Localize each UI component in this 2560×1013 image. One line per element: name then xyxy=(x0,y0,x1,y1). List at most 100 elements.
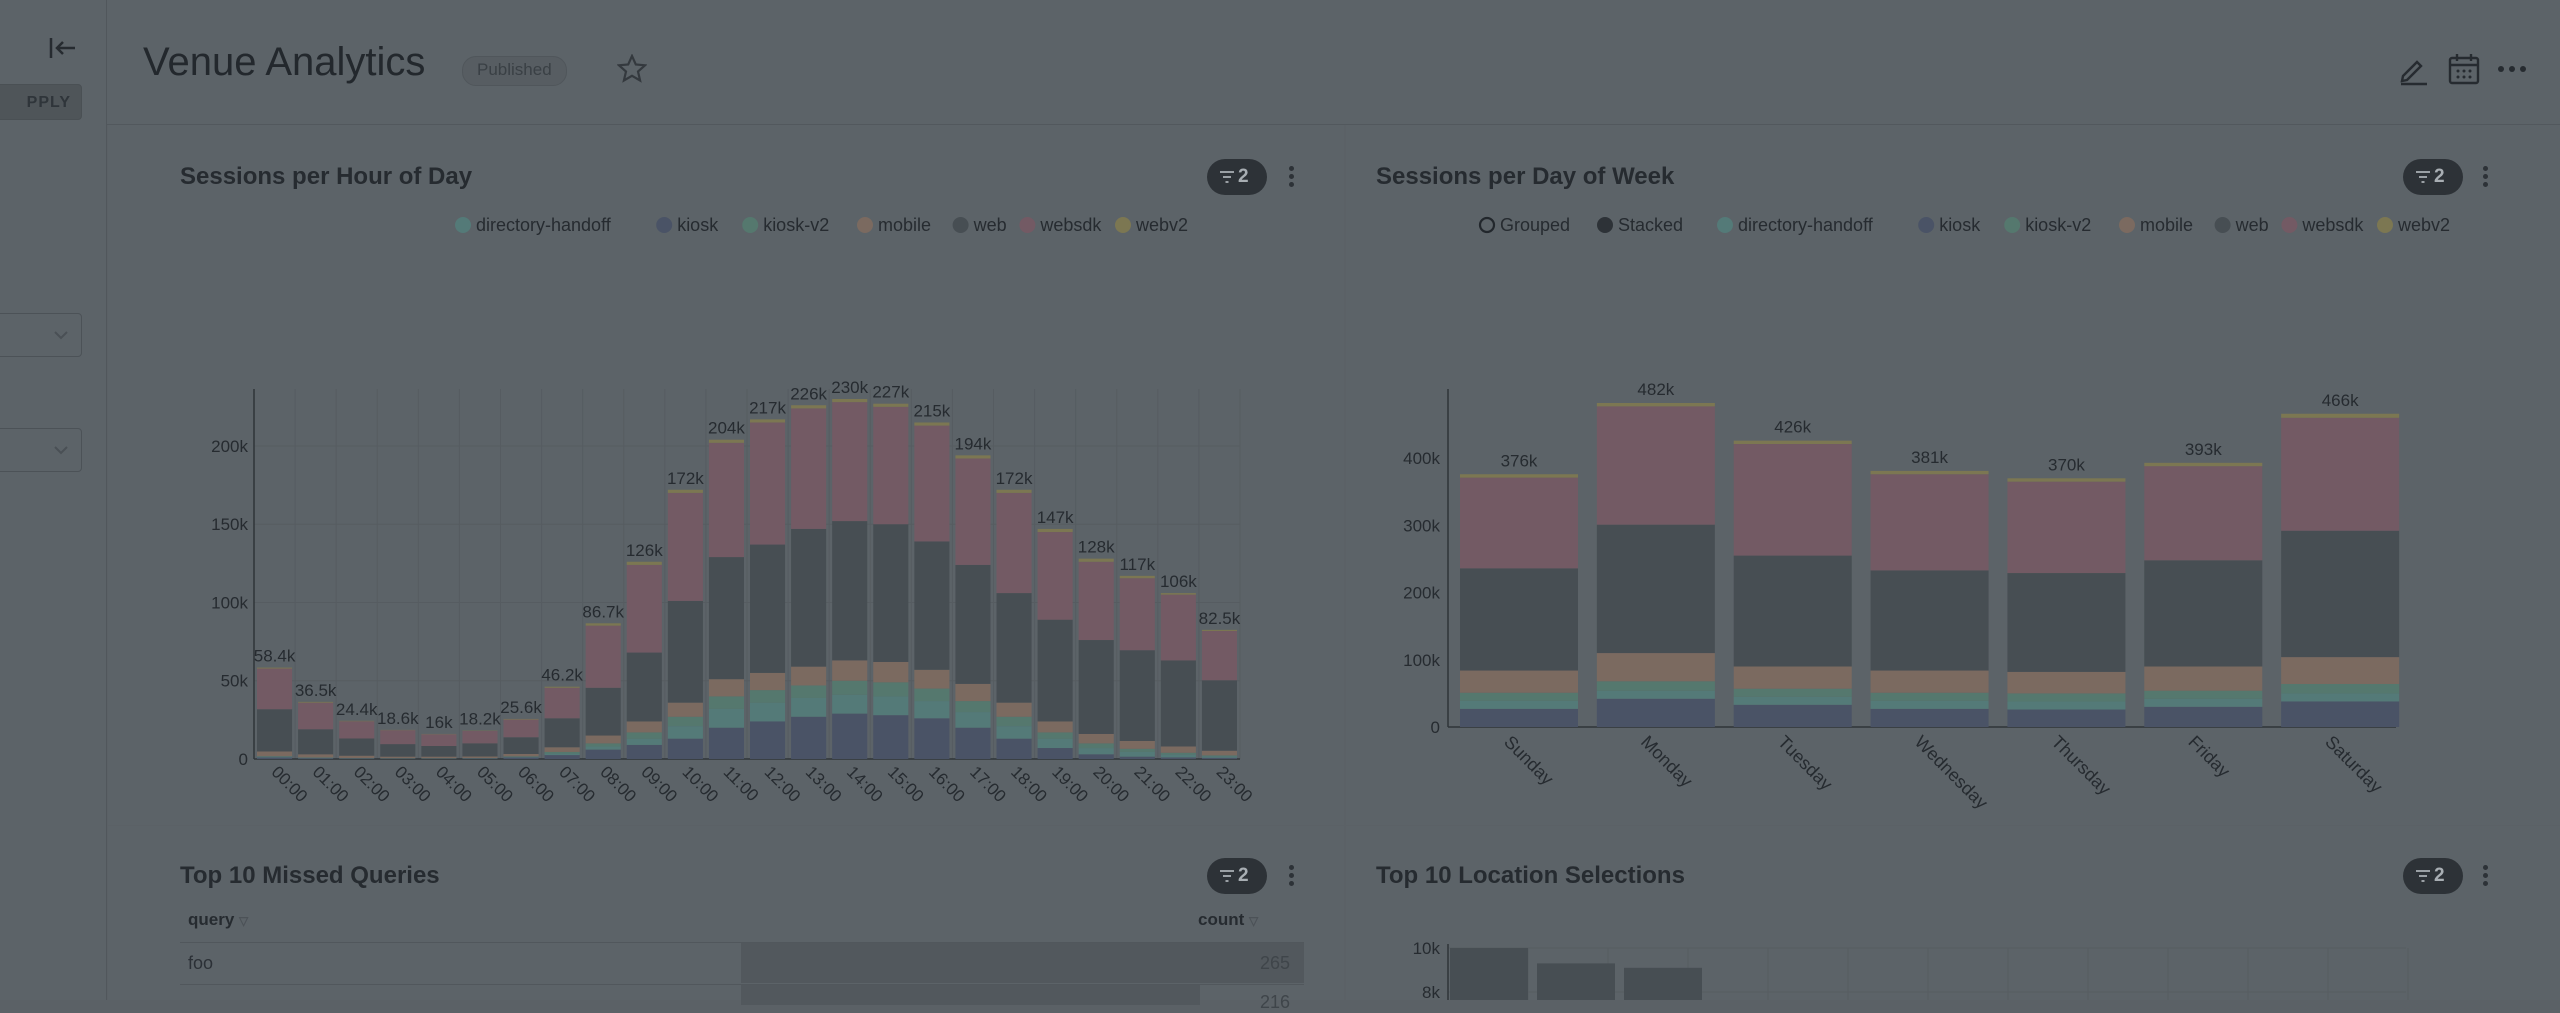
bar-segment-web[interactable] xyxy=(627,653,662,722)
bar-segment-mobile[interactable] xyxy=(709,679,744,696)
bar-segment-kiosk[interactable] xyxy=(750,721,785,759)
bar-segment-kiosk[interactable] xyxy=(2007,710,2125,727)
bar-segment-directory-handoff[interactable] xyxy=(1734,697,1852,705)
bar-segment-kiosk[interactable] xyxy=(545,755,580,759)
bar-segment-directory-handoff[interactable] xyxy=(955,712,990,728)
bar-segment-websdk[interactable] xyxy=(586,626,621,688)
bar-segment-websdk[interactable] xyxy=(1161,595,1196,661)
bar-segment-kiosk[interactable] xyxy=(709,728,744,759)
edit-icon[interactable] xyxy=(2397,52,2431,86)
bar-segment-mobile[interactable] xyxy=(997,703,1032,717)
bar-segment-mobile[interactable] xyxy=(1038,721,1073,732)
bar-segment-kiosk-v2[interactable] xyxy=(2281,684,2399,693)
bar-segment-websdk[interactable] xyxy=(380,730,415,744)
bar-segment-mobile[interactable] xyxy=(914,670,949,689)
bar-segment-directory-handoff[interactable] xyxy=(1202,756,1237,758)
bar-segment-kiosk-v2[interactable] xyxy=(586,743,621,746)
bar-segment-mobile[interactable] xyxy=(1734,667,1852,689)
bar-segment-mobile[interactable] xyxy=(1871,671,1989,693)
bar-segment-kiosk[interactable] xyxy=(298,758,333,759)
bar-segment-kiosk[interactable] xyxy=(1202,758,1237,759)
bar-segment-kiosk[interactable] xyxy=(2144,707,2262,727)
filter-count-badge[interactable]: 2 xyxy=(2403,858,2463,894)
bar-segment-webv2[interactable] xyxy=(586,623,621,625)
bar-segment-kiosk-v2[interactable] xyxy=(2144,691,2262,699)
bar-segment-directory-handoff[interactable] xyxy=(791,698,826,717)
legend-item-webv2[interactable]: webv2 xyxy=(2377,215,2450,235)
bar-segment-web[interactable] xyxy=(257,709,292,751)
bar-segment-directory-handoff[interactable] xyxy=(832,695,867,714)
bar-segment-webv2[interactable] xyxy=(709,440,744,443)
bar-segment-websdk[interactable] xyxy=(1120,578,1155,650)
bar-segment-mobile[interactable] xyxy=(1161,746,1196,752)
bar-segment-kiosk-v2[interactable] xyxy=(545,752,580,754)
bar-segment-webv2[interactable] xyxy=(504,719,539,720)
chart-menu-icon[interactable] xyxy=(1286,163,1296,191)
location-bar[interactable] xyxy=(1450,948,1528,1000)
bar-segment-kiosk-v2[interactable] xyxy=(627,732,662,738)
legend-item-kiosk-v2[interactable]: kiosk-v2 xyxy=(742,215,829,235)
bar-segment-directory-handoff[interactable] xyxy=(586,746,621,749)
bar-segment-webv2[interactable] xyxy=(1120,576,1155,578)
bar-segment-kiosk[interactable] xyxy=(257,757,292,759)
bar-segment-web[interactable] xyxy=(380,744,415,757)
bar-segment-directory-handoff[interactable] xyxy=(1460,701,1578,709)
bar-segment-web[interactable] xyxy=(1202,680,1237,750)
bar-segment-directory-handoff[interactable] xyxy=(914,701,949,718)
bar-segment-webv2[interactable] xyxy=(873,404,908,407)
bar-segment-kiosk-v2[interactable] xyxy=(955,701,990,712)
bar-segment-kiosk-v2[interactable] xyxy=(709,696,744,709)
bar-segment-websdk[interactable] xyxy=(750,422,785,544)
bar-segment-mobile[interactable] xyxy=(545,747,580,752)
bar-segment-kiosk-v2[interactable] xyxy=(791,685,826,698)
bar-segment-websdk[interactable] xyxy=(2144,466,2262,560)
bar-segment-kiosk-v2[interactable] xyxy=(2007,693,2125,701)
bar-segment-websdk[interactable] xyxy=(832,402,867,521)
legend-item-kiosk[interactable]: kiosk xyxy=(1918,215,1981,235)
apply-filters-button[interactable]: PPLY xyxy=(0,84,82,120)
bar-segment-web[interactable] xyxy=(586,688,621,736)
location-bar[interactable] xyxy=(1624,968,1702,1000)
bar-segment-kiosk-v2[interactable] xyxy=(668,717,703,726)
bar-segment-kiosk[interactable] xyxy=(668,739,703,759)
bar-segment-mobile[interactable] xyxy=(791,667,826,686)
bar-segment-mobile[interactable] xyxy=(627,721,662,732)
bar-segment-websdk[interactable] xyxy=(1734,444,1852,556)
bar-segment-webv2[interactable] xyxy=(1871,471,1989,474)
bar-segment-web[interactable] xyxy=(2144,560,2262,666)
bar-segment-web[interactable] xyxy=(421,746,456,757)
bar-segment-webv2[interactable] xyxy=(1734,441,1852,444)
bar-segment-websdk[interactable] xyxy=(873,407,908,524)
bar-segment-websdk[interactable] xyxy=(298,703,333,730)
bar-segment-directory-handoff[interactable] xyxy=(1161,754,1196,757)
bar-segment-directory-handoff[interactable] xyxy=(709,709,744,728)
bar-segment-websdk[interactable] xyxy=(914,426,949,542)
bar-segment-mobile[interactable] xyxy=(257,751,292,756)
bar-segment-web[interactable] xyxy=(1120,650,1155,741)
bar-segment-mobile[interactable] xyxy=(1597,653,1715,681)
bar-segment-directory-handoff[interactable] xyxy=(2144,699,2262,707)
bar-segment-mobile[interactable] xyxy=(750,673,785,690)
bar-segment-mobile[interactable] xyxy=(1079,734,1114,743)
bar-segment-mobile[interactable] xyxy=(2007,672,2125,694)
bar-segment-kiosk[interactable] xyxy=(1871,709,1989,727)
bar-segment-web[interactable] xyxy=(914,541,949,669)
bar-segment-kiosk-v2[interactable] xyxy=(1161,753,1196,755)
bar-segment-kiosk[interactable] xyxy=(1734,705,1852,727)
bar-segment-web[interactable] xyxy=(339,738,374,755)
bar-segment-mobile[interactable] xyxy=(421,757,456,759)
bar-segment-websdk[interactable] xyxy=(339,721,374,738)
bar-segment-mobile[interactable] xyxy=(462,756,497,758)
bar-segment-kiosk-v2[interactable] xyxy=(1120,749,1155,752)
bar-segment-websdk[interactable] xyxy=(1038,532,1073,620)
more-options-icon[interactable] xyxy=(2495,52,2529,86)
bar-segment-mobile[interactable] xyxy=(1202,751,1237,756)
bar-segment-kiosk-v2[interactable] xyxy=(1460,693,1578,701)
bar-segment-kiosk-v2[interactable] xyxy=(873,682,908,696)
bar-segment-mobile[interactable] xyxy=(1120,741,1155,749)
legend-item-kiosk[interactable]: kiosk xyxy=(656,215,719,235)
bar-segment-kiosk-v2[interactable] xyxy=(832,681,867,695)
bar-segment-websdk[interactable] xyxy=(545,688,580,719)
bar-segment-webv2[interactable] xyxy=(2007,478,2125,481)
bar-segment-websdk[interactable] xyxy=(997,493,1032,593)
